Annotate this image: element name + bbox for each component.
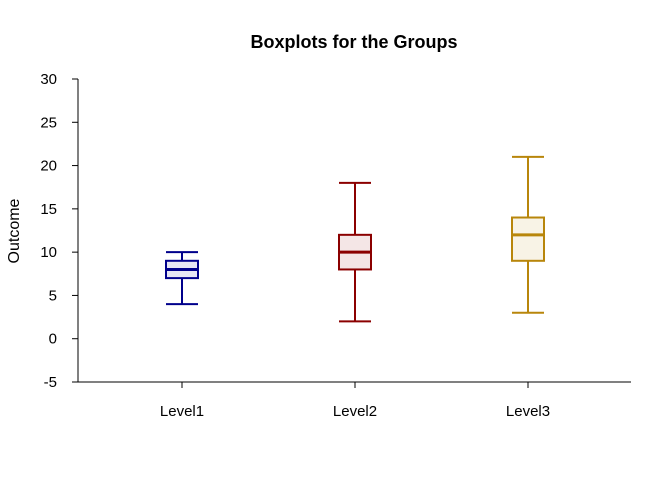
y-tick-label: 5 (49, 287, 57, 304)
plot-area: -5 0 5 10 15 20 25 30 Level1 Level2 Level3 (40, 71, 631, 420)
x-tick-label: Level3 (506, 403, 550, 420)
y-tick-label: 15 (40, 201, 57, 218)
chart-title: Boxplots for the Groups (251, 32, 458, 52)
y-tick-label: 20 (40, 158, 57, 175)
x-tick-label: Level2 (333, 403, 377, 420)
y-tick-label: 0 (49, 331, 57, 348)
box-iqr (511, 216, 545, 262)
y-tick-label: -5 (44, 374, 57, 391)
y-tick-label: 30 (40, 71, 57, 88)
y-tick-label: 10 (40, 244, 57, 261)
y-tick-label: 25 (40, 114, 57, 131)
x-tick-label: Level1 (160, 403, 204, 420)
y-axis-title: Outcome (6, 198, 23, 263)
